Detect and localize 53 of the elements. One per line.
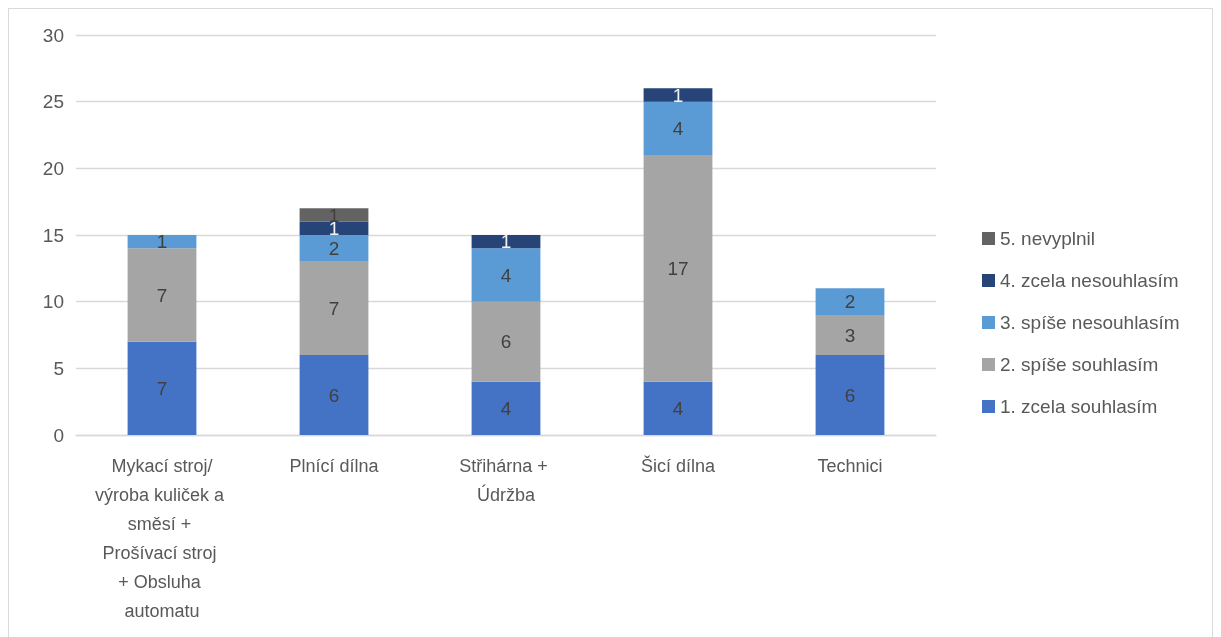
- data-label: 6: [844, 384, 856, 406]
- bar: [127, 235, 197, 249]
- bar: [299, 261, 369, 355]
- bar: [299, 355, 369, 435]
- x-tick-label: Technici: [817, 455, 883, 476]
- bar: [299, 235, 369, 262]
- x-tick-label: Střihárna + Údržba: [459, 455, 553, 505]
- bar: [299, 221, 369, 235]
- y-tick-label: 25: [42, 91, 64, 113]
- data-label: 1: [500, 231, 512, 253]
- bar: [127, 248, 197, 342]
- y-tick-label: 10: [42, 291, 64, 313]
- bar: [643, 101, 713, 155]
- data-label: 4: [672, 397, 684, 419]
- data-label: 1: [672, 84, 684, 106]
- bar: [815, 288, 885, 315]
- bar: [471, 235, 541, 249]
- data-label: 7: [328, 297, 340, 319]
- data-label: 1: [156, 231, 168, 253]
- data-label: 2: [844, 291, 856, 313]
- bar: [643, 381, 713, 435]
- y-tick-label: 0: [53, 424, 64, 446]
- legend-label: 2. spíše souhlasím: [1000, 354, 1159, 375]
- data-label: 7: [156, 284, 168, 306]
- data-label: 4: [672, 117, 684, 139]
- bar: [299, 208, 369, 222]
- data-label: 4: [500, 397, 512, 419]
- data-label: 2: [328, 237, 340, 259]
- y-tick-label: 30: [42, 24, 64, 46]
- data-label: 6: [500, 331, 512, 353]
- data-label: 3: [844, 324, 856, 346]
- x-tick-label: Plnící dílna: [289, 455, 380, 476]
- legend-label: 3. spíše nesouhlasím: [1000, 312, 1180, 333]
- y-tick-label: 5: [53, 357, 64, 379]
- legend-label: 4. zcela nesouhlasím: [1000, 270, 1179, 291]
- bar: [643, 155, 713, 382]
- y-tick-label: 20: [42, 157, 64, 179]
- bar: [815, 315, 885, 355]
- bar: [471, 301, 541, 382]
- data-label: 4: [500, 264, 512, 286]
- bar: [815, 355, 885, 435]
- data-label: 7: [156, 377, 168, 399]
- x-tick-label: Mykací stroj/výroba kuliček a směsí + Prošívací stroj + Obsluha automatu: [94, 455, 230, 621]
- bar: [471, 381, 541, 435]
- data-label: 17: [667, 257, 689, 279]
- bar: [127, 341, 197, 435]
- legend-label: 5. nevyplnil: [1000, 228, 1096, 249]
- y-tick-label: 15: [42, 224, 64, 246]
- bar: [643, 88, 713, 102]
- bar: [471, 248, 541, 302]
- data-label: 6: [328, 384, 340, 406]
- x-tick-label: Šicí dílna: [640, 454, 716, 476]
- legend-label: 1. zcela souhlasím: [1000, 396, 1158, 417]
